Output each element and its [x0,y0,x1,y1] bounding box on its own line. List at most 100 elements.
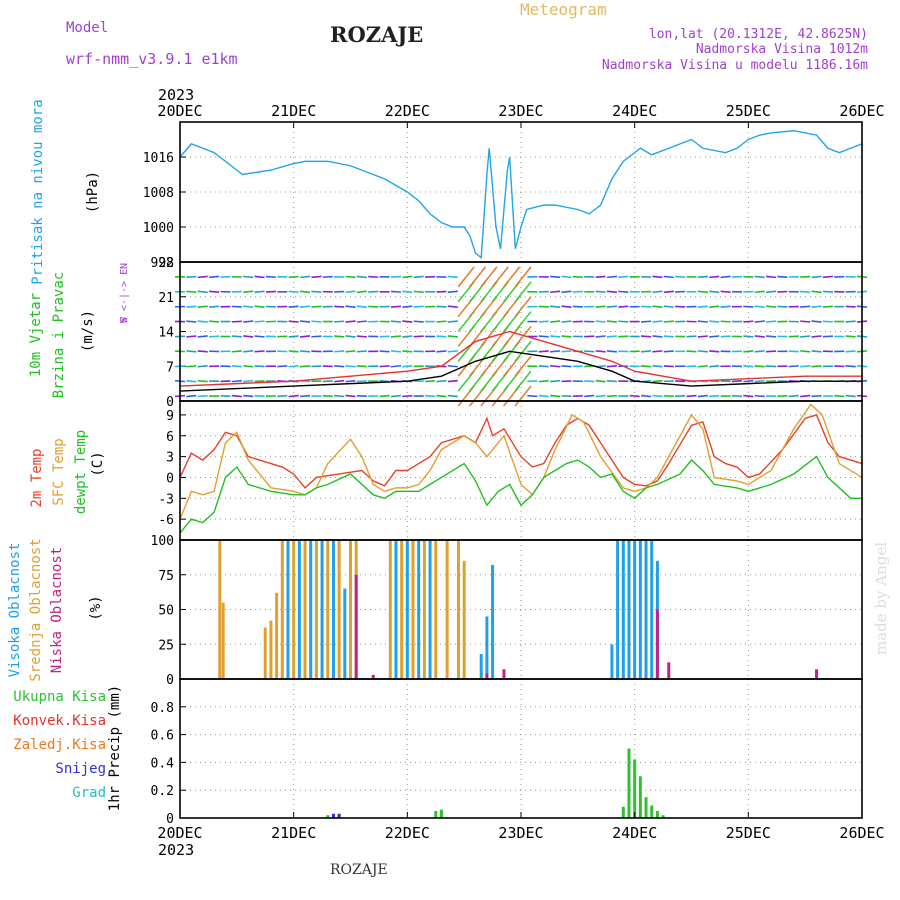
wind-barb [845,320,856,323]
clouds-bar [221,602,225,679]
wind-barb [243,335,254,338]
wind-y-tick-label: 14 [158,326,174,341]
wind-barb [322,394,333,398]
wind-barb [447,290,458,294]
cloud-unit: (%) [88,595,104,620]
wind-barb [402,305,413,308]
wind-barb [186,335,197,338]
wind-barb [345,335,356,338]
wind-barb [197,379,208,383]
wind-barb [800,364,811,368]
wind-barb [811,350,822,353]
wind-barb [822,305,833,308]
wind-barb [254,335,265,338]
x-tick-label-top: 20DEC [157,102,202,120]
wind-barb [243,275,254,279]
clouds-bar [411,540,415,679]
wind-barb [652,305,663,308]
wind-barb [231,350,242,353]
x-year-label-bottom: 2023 [158,841,194,859]
wind-barb [436,320,447,323]
precip-bar [655,811,659,818]
wind-barb [288,350,299,353]
wind-barb [390,290,402,293]
wind-barb [402,275,413,279]
wind-barb [231,320,242,323]
wind-barb [345,379,356,383]
temperature-y-tick-label: -6 [158,513,174,528]
wind-barb [766,335,777,338]
wind-barb [538,320,549,323]
wind-series-line [179,350,862,392]
wind-barb [652,394,663,398]
wind-barb [606,394,617,398]
wind-barb [709,290,720,294]
wind-barb [550,275,561,279]
x-tick-label-bottom: 20DEC [157,824,202,842]
clouds-bar [263,627,267,679]
precip-y-tick-label: 0.2 [151,784,174,799]
wind-barb [606,305,618,308]
wind-barb [186,305,197,308]
wind-barb [766,365,777,368]
wind-barb [822,320,833,323]
wind-barb [197,275,208,279]
precip-y-tick-label: 0.8 [151,701,174,716]
wind-barb [413,305,424,308]
wind-barb [197,290,208,294]
wind-barb [231,394,242,398]
wind-barb [379,350,390,353]
precip-ylabel: 1hr Precip (mm) [107,685,123,811]
wind-barb [288,305,299,308]
wind-barb [334,320,345,323]
wind-barb [491,266,509,288]
wind-barb [311,290,322,294]
wind-barb [231,365,242,368]
wind-barb [243,350,254,353]
wind-barb [550,350,561,353]
wind-barb [368,275,379,279]
clouds-bar [405,540,409,679]
wind-barb [254,320,265,323]
temperature-y-tick-label: 0 [166,471,174,486]
x-tick-label-top: 22DEC [385,102,430,120]
temperature-series-line [179,403,863,520]
wind-barb [550,290,561,294]
wind-barb [390,364,402,368]
wind-barb-field [174,266,868,407]
wind-barb [640,335,652,338]
page-title: ROZAJE [330,22,424,47]
wind-barb [527,394,538,398]
x-tick-label-top: 21DEC [271,102,316,120]
wind-barb [720,320,731,323]
precip-y-tick-label: 0.4 [151,756,175,771]
temp-unit: (C) [90,451,106,476]
wind-barb [550,305,561,308]
wind-barb [675,290,686,293]
wind-barb [800,350,811,353]
cloud-ylabel-mid: Srednja Oblacnost [28,538,44,681]
wind-barb [811,335,822,338]
wind-barb [606,365,617,368]
wind-barb [334,365,345,368]
wind-barb [584,394,595,398]
wind-barb [299,365,311,368]
clouds-bar [314,540,318,679]
wind-barb [186,379,197,383]
wind-barb [288,364,299,368]
wind-barb [766,350,777,353]
wind-barb [561,335,572,338]
wind-barb [640,364,652,368]
wind-barb [584,379,595,383]
precip-bar [331,813,335,818]
wind-barb [800,320,811,323]
clouds-bar [371,674,375,679]
precip-bar [661,815,665,818]
wind-barb [618,305,629,308]
wind-barb [765,320,777,323]
wind-barb [811,394,822,398]
wind-barb [606,290,618,294]
precip-bar [434,811,438,818]
wind-barb [299,394,311,398]
wind-barb [379,394,390,398]
